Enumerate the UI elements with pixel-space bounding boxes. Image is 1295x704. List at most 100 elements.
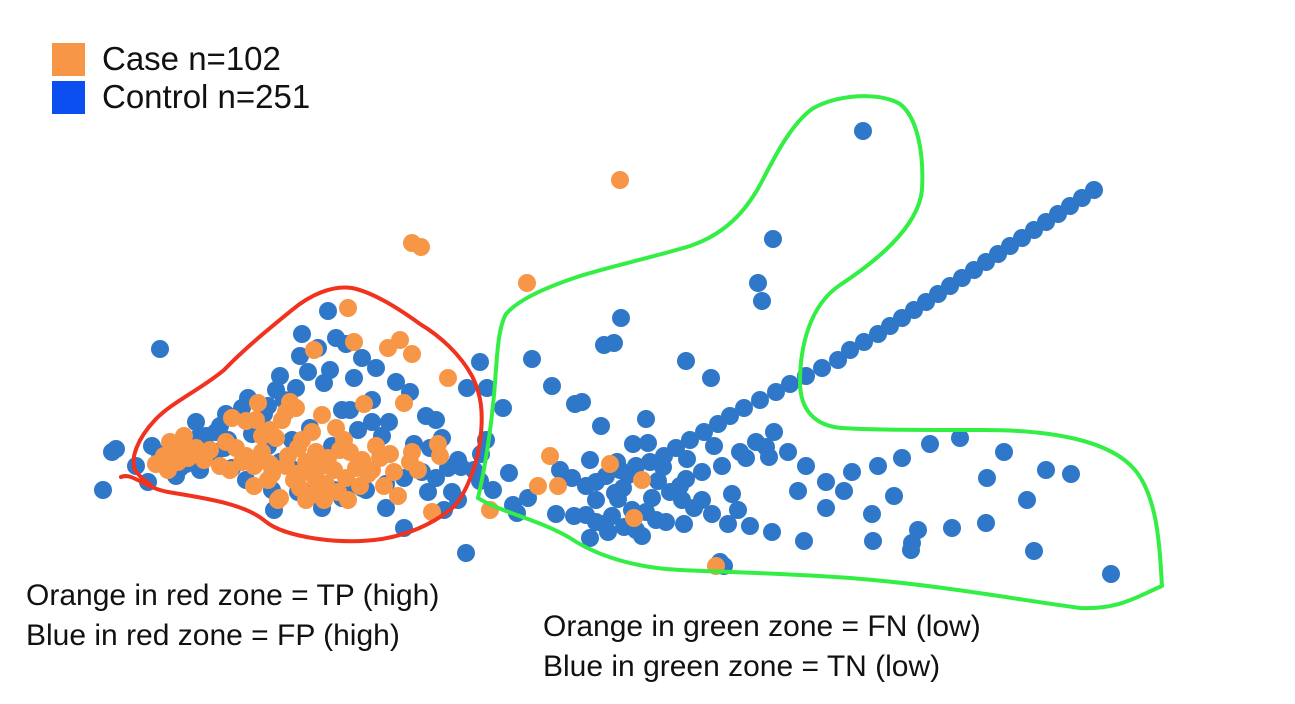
case-point [305,341,323,359]
case-point [345,333,363,351]
control-point [457,544,475,562]
control-point [187,413,205,431]
case-point [355,395,373,413]
control-point [319,302,337,320]
case-point [395,394,413,412]
control-point [565,507,583,525]
control-point [685,499,703,517]
control-point [523,350,541,368]
control-point [641,453,659,471]
control-point [829,351,847,369]
control-point [995,443,1013,461]
control-point [789,482,807,500]
case-point [325,461,343,479]
control-point [649,472,667,490]
case-point [385,463,403,481]
control-point [977,514,995,532]
legend-swatch-control [52,80,85,114]
green-zone-annotation-line: Orange in green zone = FN (low) [543,610,981,643]
control-point [843,463,861,481]
control-point [765,423,783,441]
control-point [547,505,565,523]
control-point [151,340,169,358]
case-point [339,491,357,509]
control-point [943,519,961,537]
case-point [223,409,241,427]
control-point [723,485,741,503]
red-zone-annotation-line: Blue in red zone = FP (high) [26,619,400,652]
case-point [401,453,419,471]
points-layer [94,122,1120,583]
legend-item-control: Control n=251 [52,78,310,116]
control-point [380,413,398,431]
case-point [261,455,279,473]
case-point [529,477,547,495]
case-point [601,455,619,473]
control-point [603,507,621,525]
red-zone-outline [119,285,484,544]
case-point [389,487,407,505]
case-point [431,447,449,465]
control-point [1025,542,1043,560]
case-point [403,345,421,363]
control-point [779,443,797,461]
red-zone-annotation: Orange in red zone = TP (high) Blue in r… [26,576,439,656]
control-point [599,523,617,541]
case-point [339,299,357,317]
control-point [719,515,737,533]
control-point [592,417,610,435]
control-point [902,541,920,559]
case-point [253,427,271,445]
control-point [587,491,605,509]
control-point [293,325,311,343]
case-point [351,477,369,495]
control-point [1085,181,1103,199]
control-point [764,230,782,248]
control-point [951,429,969,447]
control-point [657,513,675,531]
control-point [612,309,630,327]
control-point [893,449,911,467]
control-point [573,393,591,411]
case-point [331,441,349,459]
control-point [471,353,489,371]
control-point [333,401,351,419]
control-point [813,359,831,377]
case-point [375,477,393,495]
case-point [633,471,651,489]
control-point [363,413,381,431]
control-point [494,399,512,417]
control-point [94,481,112,499]
case-point [313,406,331,424]
control-point [637,410,655,428]
green-zone-annotation-line: Blue in green zone = TN (low) [543,650,941,683]
green-zone-outline [476,94,1164,611]
control-point [751,391,769,409]
legend: Case n=102 Control n=251 [52,40,310,116]
control-point [427,469,445,487]
control-point [695,423,713,441]
case-point [549,477,567,495]
control-point [563,469,581,487]
control-point [681,431,699,449]
control-point [639,434,657,452]
control-point [817,473,835,491]
control-point [767,383,785,401]
control-point [581,451,599,469]
control-point [449,451,467,469]
control-point [287,379,305,397]
case-point [217,433,235,451]
control-point [763,523,781,541]
control-point [627,457,645,475]
control-point [315,374,333,392]
case-point [247,411,265,429]
green-zone-annotation: Orange in green zone = FN (low) Blue in … [543,607,981,687]
control-point [885,487,903,505]
control-point [731,443,749,461]
case-point [277,457,295,475]
case-point [297,491,315,509]
control-point [519,489,537,507]
control-point [729,501,747,519]
legend-label-control: Control n=251 [102,78,311,115]
